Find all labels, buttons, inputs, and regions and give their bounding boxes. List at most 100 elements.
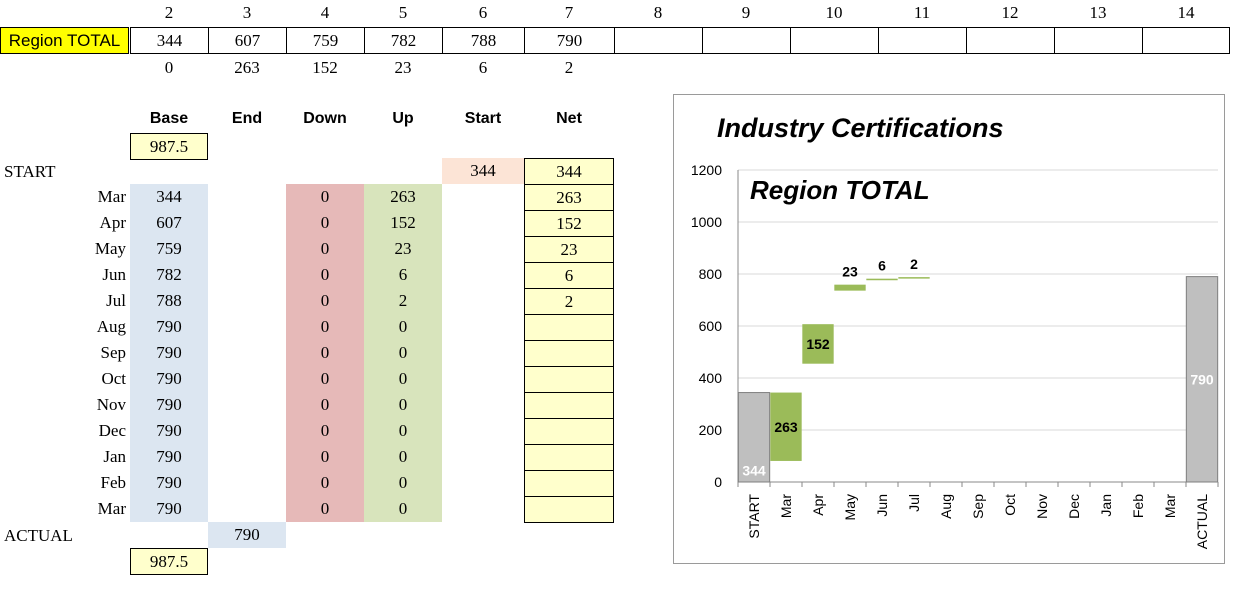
- up-cell[interactable]: 0: [364, 418, 442, 444]
- diff-cell: 263: [234, 58, 260, 77]
- down-cell[interactable]: 0: [286, 236, 364, 262]
- up-cell[interactable]: 0: [364, 340, 442, 366]
- net-cell[interactable]: [524, 392, 614, 419]
- up-cell[interactable]: 0: [364, 366, 442, 392]
- chart-frame[interactable]: Industry Certifications 0 200 400 600 800 100…: [673, 94, 1225, 564]
- total-cell[interactable]: 790: [524, 27, 615, 54]
- x-tick-label: Mar: [1162, 494, 1178, 518]
- up-bar[interactable]: [834, 284, 866, 291]
- base-cell[interactable]: 782: [130, 262, 208, 288]
- up-cell[interactable]: 0: [364, 470, 442, 496]
- base-cell[interactable]: 788: [130, 288, 208, 314]
- base-cell[interactable]: 790: [130, 470, 208, 496]
- net-cell[interactable]: [524, 340, 614, 367]
- up-bar[interactable]: [770, 392, 802, 461]
- diff-cell: 6: [478, 58, 488, 77]
- total-cell[interactable]: [614, 27, 703, 54]
- up-cell[interactable]: 152: [364, 210, 442, 236]
- data-label: 23: [842, 264, 858, 280]
- up-bar[interactable]: [898, 277, 930, 279]
- base-cell[interactable]: 790: [130, 366, 208, 392]
- base-cell[interactable]: 607: [130, 210, 208, 236]
- base-cell[interactable]: 790: [130, 418, 208, 444]
- x-tick-label: Apr: [810, 494, 826, 516]
- down-cell[interactable]: 0: [286, 496, 364, 522]
- month-label: Oct: [101, 369, 126, 388]
- down-cell[interactable]: 0: [286, 288, 364, 314]
- total-cell[interactable]: [790, 27, 879, 54]
- diff-cell: 152: [312, 58, 338, 77]
- base-cell[interactable]: 790: [130, 314, 208, 340]
- total-cell[interactable]: [966, 27, 1055, 54]
- y-tick-label: 1000: [691, 214, 722, 230]
- start-value-cell[interactable]: 344: [442, 158, 524, 184]
- up-bar[interactable]: [866, 278, 898, 281]
- base-cell[interactable]: 790: [130, 444, 208, 470]
- base-bottom-cell[interactable]: 987.5: [130, 548, 208, 575]
- down-cell[interactable]: 0: [286, 340, 364, 366]
- total-bar[interactable]: [737, 392, 771, 483]
- down-cell[interactable]: 0: [286, 392, 364, 418]
- up-cell[interactable]: 0: [364, 444, 442, 470]
- month-label: Jun: [102, 265, 126, 284]
- total-cell[interactable]: 759: [286, 27, 365, 54]
- total-cell[interactable]: [702, 27, 791, 54]
- data-label: 152: [806, 336, 830, 352]
- down-cell[interactable]: 0: [286, 210, 364, 236]
- down-cell[interactable]: 0: [286, 262, 364, 288]
- total-cell[interactable]: 782: [364, 27, 443, 54]
- net-cell[interactable]: 23: [524, 236, 614, 263]
- total-cell[interactable]: [1142, 27, 1230, 54]
- actual-label: ACTUAL: [4, 526, 73, 545]
- net-cell[interactable]: [524, 418, 614, 445]
- start-net-cell[interactable]: 344: [524, 158, 614, 185]
- up-cell[interactable]: 263: [364, 184, 442, 210]
- net-cell[interactable]: 152: [524, 210, 614, 237]
- up-cell[interactable]: 23: [364, 236, 442, 262]
- total-cell[interactable]: 788: [442, 27, 525, 54]
- net-cell[interactable]: 6: [524, 262, 614, 289]
- base-cell[interactable]: 759: [130, 236, 208, 262]
- up-cell[interactable]: 0: [364, 314, 442, 340]
- net-cell[interactable]: [524, 366, 614, 393]
- down-cell[interactable]: 0: [286, 184, 364, 210]
- down-cell[interactable]: 0: [286, 418, 364, 444]
- down-cell[interactable]: 0: [286, 470, 364, 496]
- month-label: Jan: [103, 447, 126, 466]
- up-cell[interactable]: 0: [364, 496, 442, 522]
- down-cell[interactable]: 0: [286, 366, 364, 392]
- down-cell[interactable]: 0: [286, 444, 364, 470]
- base-cell[interactable]: 790: [130, 496, 208, 522]
- net-cell[interactable]: [524, 444, 614, 471]
- x-tick-label: May: [842, 494, 858, 520]
- month-label: Jul: [106, 291, 126, 310]
- header-start: Start: [464, 110, 502, 127]
- chart-title: Industry Certifications: [717, 113, 1004, 143]
- total-cell[interactable]: 607: [208, 27, 287, 54]
- up-bar[interactable]: [802, 324, 834, 364]
- total-cell[interactable]: [1054, 27, 1143, 54]
- base-cell[interactable]: 790: [130, 392, 208, 418]
- column-number: 12: [1001, 3, 1019, 22]
- net-cell[interactable]: 2: [524, 288, 614, 315]
- total-bar[interactable]: [1185, 276, 1219, 483]
- month-label: Dec: [98, 421, 126, 440]
- up-cell[interactable]: 2: [364, 288, 442, 314]
- net-cell[interactable]: [524, 314, 614, 341]
- down-cell[interactable]: 0: [286, 314, 364, 340]
- net-cell[interactable]: [524, 470, 614, 497]
- actual-end-cell[interactable]: 790: [208, 522, 286, 548]
- total-cell[interactable]: [878, 27, 967, 54]
- net-cell[interactable]: 263: [524, 184, 614, 211]
- base-top-cell[interactable]: 987.5: [130, 133, 208, 160]
- base-cell[interactable]: 344: [130, 184, 208, 210]
- up-cell[interactable]: 0: [364, 392, 442, 418]
- data-label: 263: [774, 419, 798, 435]
- x-tick-label: Nov: [1034, 494, 1050, 519]
- net-cell[interactable]: [524, 496, 614, 523]
- base-cell[interactable]: 790: [130, 340, 208, 366]
- region-total-label[interactable]: Region TOTAL: [0, 27, 129, 54]
- total-cell[interactable]: 344: [130, 27, 209, 54]
- up-cell[interactable]: 6: [364, 262, 442, 288]
- column-number: 8: [653, 3, 663, 22]
